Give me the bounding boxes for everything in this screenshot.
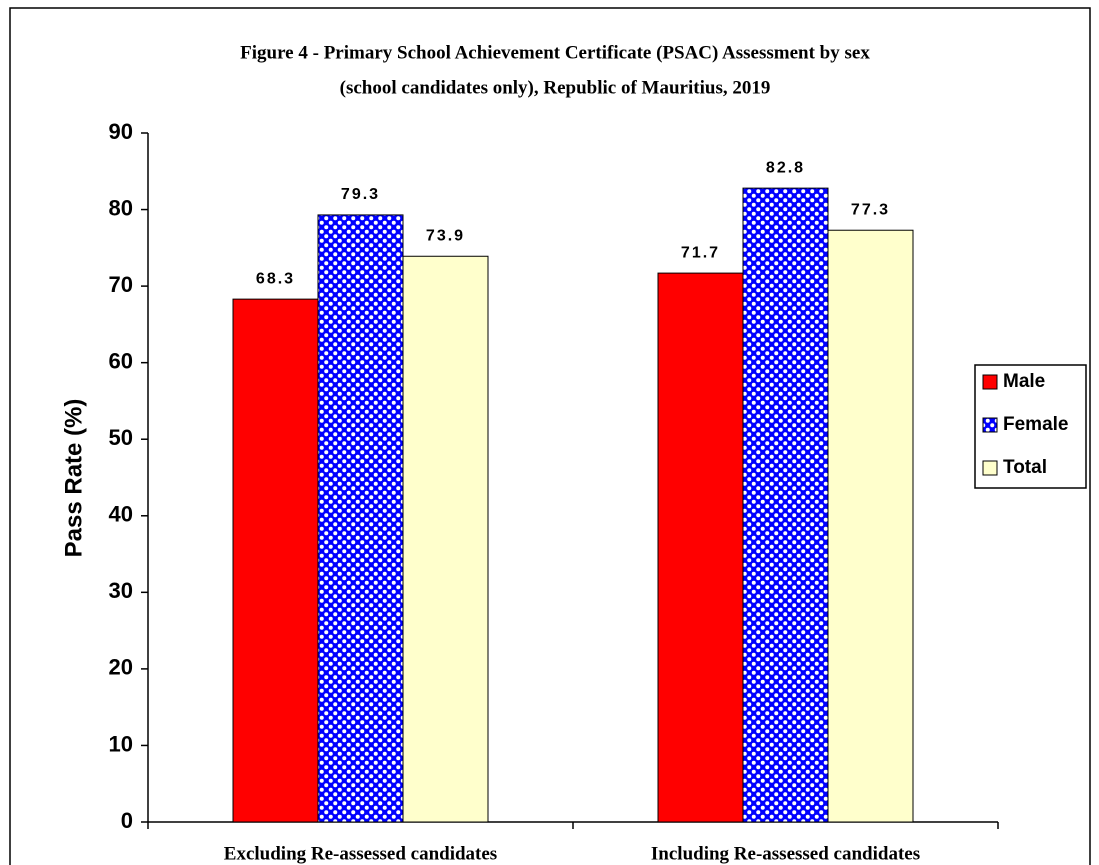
data-label: 82.8	[766, 159, 805, 176]
y-tick-label: 80	[109, 195, 133, 220]
legend-swatch	[982, 417, 998, 433]
legend-label: Total	[1003, 457, 1047, 478]
data-label: 77.3	[851, 201, 890, 218]
chart-title: (school candidates only), Republic of Ma…	[340, 77, 771, 98]
legend-label: Female	[1003, 414, 1068, 435]
legend-label: Male	[1003, 371, 1045, 392]
y-tick-label: 70	[109, 272, 133, 297]
y-axis-label: Pass Rate (%)	[60, 399, 87, 558]
y-tick-label: 60	[109, 348, 133, 373]
x-tick-label: Excluding Re-assessed candidates	[224, 843, 497, 864]
y-tick-label: 90	[109, 119, 133, 144]
bar	[317, 214, 404, 823]
x-tick-label: Including Re-assessed candidates	[651, 843, 920, 864]
bar	[827, 229, 914, 823]
legend-swatch	[982, 460, 998, 476]
chart-title: Figure 4 - Primary School Achievement Ce…	[240, 42, 870, 63]
y-tick-label: 10	[109, 731, 133, 756]
legend-swatch	[982, 374, 998, 390]
y-tick-label: 0	[121, 808, 133, 833]
bar	[742, 187, 829, 823]
chart-frame	[9, 7, 1091, 865]
y-tick-label: 40	[109, 502, 133, 527]
bar	[232, 298, 319, 823]
data-label: 79.3	[341, 186, 380, 203]
data-label: 71.7	[681, 244, 720, 261]
y-tick-label: 20	[109, 655, 133, 680]
y-tick-label: 30	[109, 578, 133, 603]
bar	[402, 255, 489, 823]
bar	[657, 272, 744, 823]
data-label: 68.3	[256, 270, 295, 287]
y-tick-label: 50	[109, 425, 133, 450]
data-label: 73.9	[426, 227, 465, 244]
